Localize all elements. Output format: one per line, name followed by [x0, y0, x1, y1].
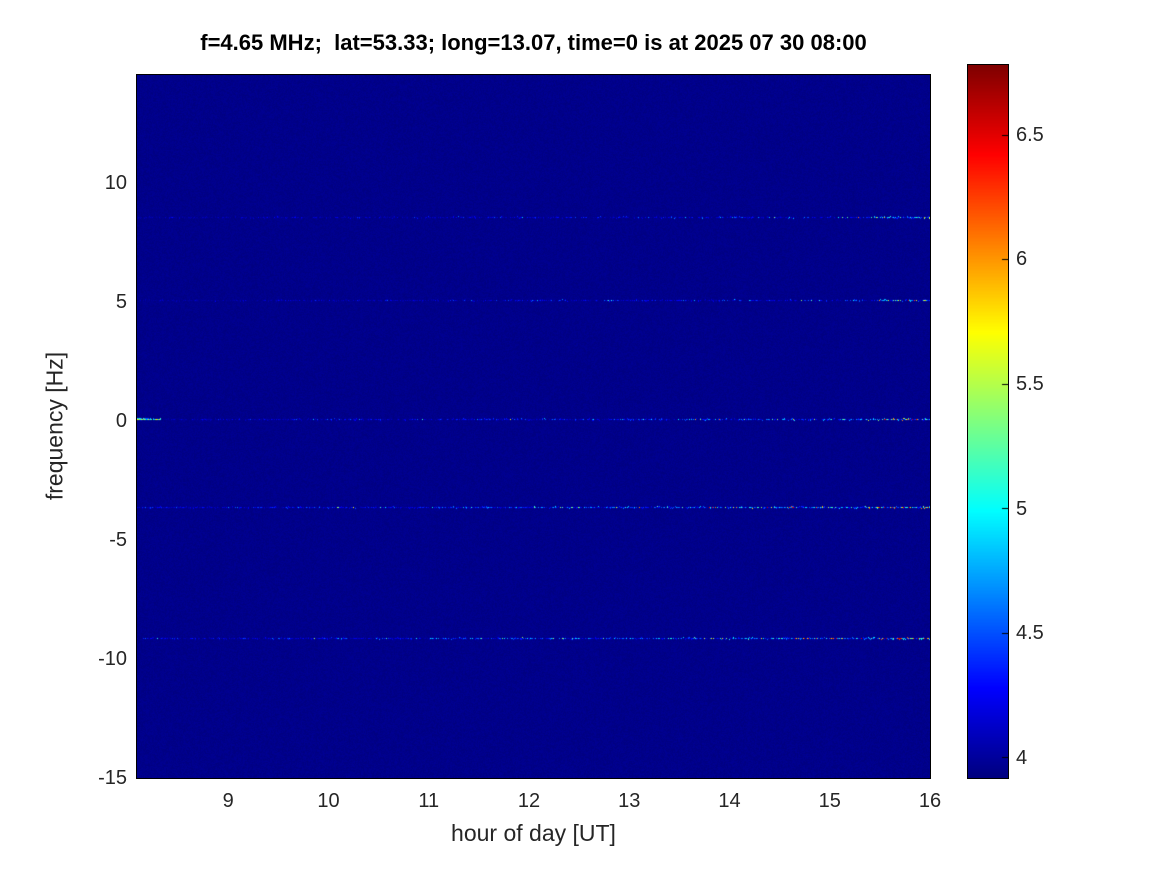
x-tick-label: 15 [818, 790, 841, 812]
colorbar-tick-label: 6 [1016, 248, 1028, 271]
y-tick-label: 5 [115, 291, 127, 314]
colorbar-tick-label: 4 [1016, 747, 1028, 770]
y-tick-label: -5 [109, 529, 127, 552]
colorbar-canvas [968, 65, 1008, 778]
y-tick-label: -15 [98, 767, 127, 789]
y-tick-label: -10 [98, 648, 127, 671]
y-tick-label: 0 [115, 410, 127, 433]
chart-title: f=4.65 MHz; lat=53.33; long=13.07, time=… [200, 30, 867, 55]
x-tick-label: 12 [517, 790, 541, 812]
colorbar [967, 64, 1009, 779]
colorbar-tick-label: 5 [1016, 497, 1028, 520]
x-tick-label: 13 [618, 790, 641, 812]
x-tick-label: 16 [918, 790, 942, 812]
plot-area [136, 74, 931, 779]
x-tick-label: 10 [317, 790, 340, 812]
heatmap-canvas [137, 75, 930, 778]
colorbar-tick-label: 6.5 [1016, 123, 1044, 146]
colorbar-tick-label: 5.5 [1016, 373, 1044, 396]
x-tick-label: 9 [222, 790, 234, 812]
colorbar-tick-label: 4.5 [1016, 622, 1044, 645]
x-tick-label: 11 [418, 790, 440, 812]
y-tick-label: 10 [104, 172, 127, 195]
x-tick-label: 14 [718, 790, 741, 812]
x-axis-label: hour of day [UT] [451, 820, 616, 846]
